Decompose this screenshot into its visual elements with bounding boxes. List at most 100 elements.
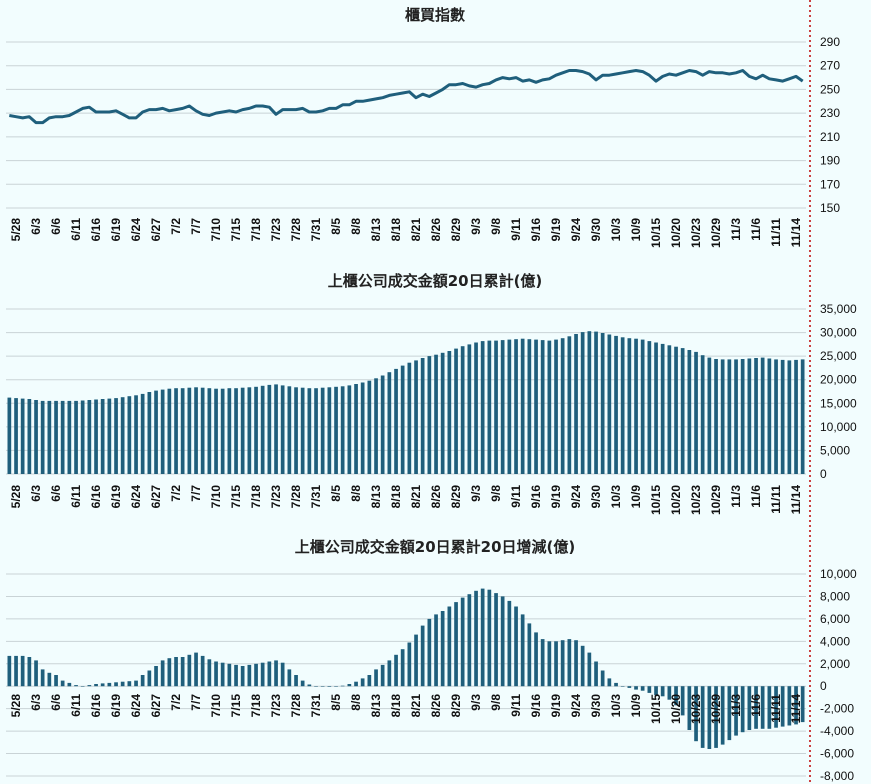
turnover-bar — [707, 357, 712, 474]
index-x-tick-label: 11/3 — [729, 218, 743, 241]
index-x-tick-label: 11/6 — [749, 218, 763, 241]
change-bar — [654, 686, 658, 696]
index-y-tick-label: 250 — [820, 82, 840, 96]
turnover-bar — [800, 359, 805, 474]
change-x-tick-label: 7/18 — [249, 694, 263, 718]
index-x-tick-label: 8/18 — [389, 218, 403, 242]
change-bar — [240, 666, 245, 687]
turnover-x-tick-label: 9/24 — [569, 485, 583, 509]
turnover-bar — [267, 384, 272, 474]
turnover-bar — [447, 351, 452, 474]
change-bar — [680, 686, 685, 716]
change-bar — [694, 686, 698, 742]
change-x-tick-label: 7/7 — [189, 694, 203, 711]
change-y-tick-label: 2,000 — [820, 657, 850, 671]
turnover-bar — [200, 387, 205, 474]
change-bar — [554, 641, 558, 687]
turnover-x-tick-label: 10/29 — [709, 485, 723, 515]
turnover-x-tick-label: 7/28 — [289, 485, 303, 509]
change-bar — [714, 686, 718, 748]
change-bar — [767, 686, 772, 729]
turnover-x-tick-label: 7/31 — [309, 485, 323, 509]
change-bar — [54, 675, 58, 687]
change-y-tick-label: 10,000 — [820, 567, 857, 581]
change-bar — [300, 680, 305, 687]
change-bar — [640, 686, 645, 691]
change-x-tick-label: 5/28 — [9, 694, 23, 718]
index-x-tick-label: 6/24 — [129, 218, 143, 242]
turnover-bar — [627, 338, 632, 474]
change-bar — [100, 683, 105, 687]
change-bar — [707, 686, 712, 749]
turnover-bar — [640, 339, 645, 474]
change-bar — [27, 657, 32, 687]
change-bar — [420, 625, 425, 687]
turnover-bar — [554, 339, 558, 474]
turnover-bar — [227, 388, 232, 474]
index-x-tick-label: 9/24 — [569, 218, 583, 242]
change-bar — [160, 660, 165, 687]
index-x-tick-label: 6/16 — [89, 218, 103, 242]
turnover-bar — [180, 388, 185, 474]
change-bar — [787, 686, 792, 726]
change-x-tick-label: 10/3 — [609, 694, 623, 718]
change-x-tick-label: 8/26 — [429, 694, 443, 718]
index-x-tick-label: 6/27 — [149, 218, 163, 242]
change-bar — [87, 685, 92, 687]
turnover-bar — [307, 388, 312, 474]
turnover-bar — [747, 358, 752, 474]
change-x-tick-label: 6/24 — [129, 694, 143, 718]
change-x-tick-label: 10/15 — [649, 694, 663, 724]
change-x-tick-label: 6/3 — [29, 694, 43, 711]
turnover-bar — [194, 387, 198, 474]
change-bar — [60, 680, 65, 687]
change-x-tick-label: 10/20 — [669, 694, 683, 724]
change-bar — [647, 686, 652, 693]
change-x-tick-label: 9/19 — [549, 694, 563, 718]
change-bar — [154, 666, 158, 687]
turnover-bar — [580, 332, 585, 474]
turnover-y-tick-label: 0 — [820, 467, 827, 481]
change-bar — [67, 682, 72, 687]
turnover-bar — [787, 360, 792, 474]
index-x-tick-label: 8/5 — [329, 218, 343, 235]
turnover-bar — [54, 400, 58, 474]
turnover-bar — [400, 365, 405, 474]
change-bar — [547, 641, 552, 687]
change-y-tick-label: 4,000 — [820, 634, 850, 648]
change-bar — [267, 661, 272, 687]
change-y-tick-label: -2,000 — [820, 702, 854, 716]
change-bar — [74, 685, 78, 687]
turnover-bar — [260, 385, 265, 474]
change-bar — [194, 652, 198, 687]
turnover-bar — [520, 338, 525, 474]
change-bar — [427, 618, 432, 687]
turnover-x-tick-label: 6/6 — [49, 485, 63, 502]
turnover-y-tick-label: 30,000 — [820, 326, 857, 340]
turnover-bar — [440, 352, 445, 474]
index-x-tick-label: 11/14 — [789, 218, 803, 248]
turnover-bar — [527, 339, 532, 474]
change-bar — [307, 684, 312, 687]
change-x-tick-label: 7/10 — [209, 694, 223, 718]
change-bar — [400, 649, 405, 687]
change-bar — [47, 672, 52, 687]
change-x-tick-label: 6/19 — [109, 694, 123, 718]
change-bar — [774, 686, 778, 728]
turnover-bar — [127, 396, 132, 474]
turnover-bar — [460, 346, 465, 474]
change-bar — [740, 686, 745, 733]
change-x-tick-label: 8/29 — [449, 694, 463, 718]
turnover-bar — [414, 360, 418, 474]
change-bar — [627, 686, 632, 688]
change-bar — [794, 686, 798, 725]
turnover-y-tick-label: 10,000 — [820, 420, 857, 434]
turnover-bar — [187, 387, 192, 474]
turnover-x-tick-label: 7/10 — [209, 485, 223, 509]
change-y-tick-label: 0 — [820, 679, 827, 693]
turnover-bar — [600, 333, 605, 474]
change-bar — [354, 681, 358, 687]
change-x-tick-label: 7/31 — [309, 694, 323, 718]
index-x-tick-label: 6/3 — [29, 218, 43, 235]
change-bar — [407, 642, 412, 687]
